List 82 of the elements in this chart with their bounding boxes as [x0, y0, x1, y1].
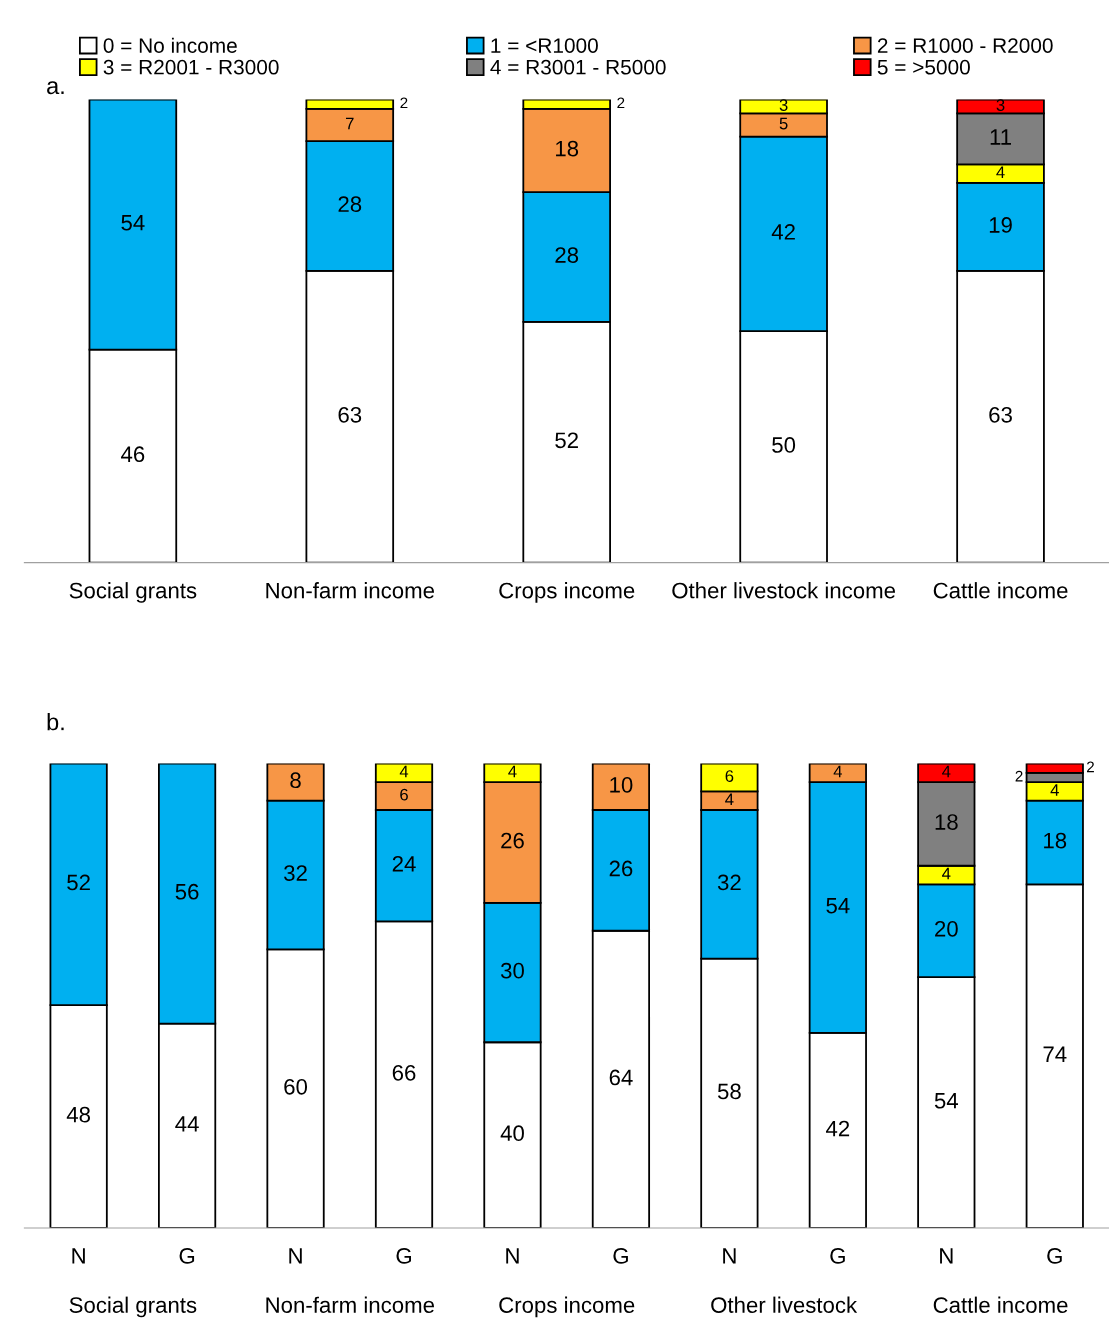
data-label: 28 [555, 247, 579, 263]
data-label: 6 [725, 770, 734, 782]
x-tick-label: N [72, 1248, 85, 1264]
data-label: 60 [284, 1078, 308, 1095]
data-label: 63 [989, 406, 1012, 423]
legend-label: 3 = R2001 - R3000 [103, 59, 279, 75]
data-label: 54 [826, 897, 850, 914]
data-label: 6 [400, 788, 408, 801]
data-label: 4 [942, 867, 951, 880]
data-label: 42 [771, 224, 795, 240]
data-label: 63 [338, 406, 362, 423]
data-label: 4 [1050, 784, 1059, 796]
x-tick-label: N [506, 1248, 519, 1264]
legend-label: 5 = >5000 [877, 59, 970, 75]
data-label: 18 [556, 140, 579, 157]
data-label: 11 [990, 129, 1011, 145]
data-label: 10 [610, 777, 633, 793]
chart-title: a. [47, 81, 64, 95]
data-label: 30 [500, 962, 524, 979]
data-label: 7 [346, 117, 354, 130]
x-tick-label: G [613, 1248, 628, 1264]
x-tick-label: G [830, 1248, 845, 1264]
data-label: 54 [121, 215, 145, 231]
data-label: 2 [617, 97, 625, 109]
text: Non-farm income [266, 1296, 435, 1313]
data-label: 4 [942, 765, 951, 778]
x-tick-label: N [723, 1248, 736, 1264]
data-label: 4 [508, 765, 517, 778]
data-label: 8 [290, 772, 301, 789]
data-label: 44 [175, 1116, 199, 1132]
legend-label: 4 = R3001 - R5000 [490, 59, 666, 75]
data-label: 56 [175, 883, 199, 900]
data-label: 46 [121, 446, 145, 463]
data-label: 40 [500, 1125, 524, 1142]
data-label: 18 [1044, 832, 1067, 849]
data-label: 52 [67, 874, 90, 891]
legend-label: 0 = No income [103, 37, 237, 53]
data-label: 26 [501, 832, 524, 849]
data-label: 20 [935, 920, 958, 937]
x-tick-label: G [396, 1248, 411, 1264]
data-label: 2 [1015, 770, 1023, 782]
x-tick-label: Other livestock income [672, 582, 896, 599]
data-label: 5 [779, 117, 788, 130]
data-label: 19 [989, 217, 1012, 233]
data-label: 66 [392, 1064, 416, 1081]
data-label: 4 [833, 765, 842, 778]
text: Social grants [69, 1296, 197, 1318]
data-label: 2 [400, 97, 408, 109]
data-label: 64 [609, 1069, 633, 1086]
x-tick-label: Social grants [69, 582, 197, 603]
data-label: 4 [725, 793, 734, 806]
data-label: 3 [996, 99, 1005, 111]
data-label: 32 [284, 865, 307, 881]
x-tick-label: G [1047, 1248, 1062, 1264]
data-label: 52 [555, 432, 578, 449]
legend-label: 2 = R1000 - R2000 [877, 38, 1053, 53]
data-label: 48 [66, 1106, 91, 1123]
text: Other livestock [711, 1296, 858, 1313]
data-label: 54 [934, 1093, 959, 1109]
data-label: 3 [779, 99, 788, 111]
data-label: 42 [826, 1120, 850, 1137]
text: Crops income [499, 1296, 635, 1318]
data-label: 74 [1043, 1046, 1067, 1062]
data-label: 2 [1086, 761, 1094, 773]
x-tick-label: N [940, 1248, 953, 1264]
data-label: 50 [772, 437, 796, 453]
data-label: 26 [609, 860, 633, 877]
x-tick-label: N [289, 1248, 302, 1264]
data-label: 18 [935, 814, 958, 830]
text: Cattle income [933, 1296, 1068, 1313]
data-label: 32 [717, 874, 741, 891]
x-tick-label: G [179, 1248, 195, 1264]
x-tick-label: Cattle income [933, 582, 1068, 599]
x-tick-label: Non-farm income [266, 582, 435, 599]
chart-title: b. [47, 713, 64, 731]
data-label: 4 [399, 765, 409, 778]
x-tick-label: Crops income [499, 582, 635, 603]
data-label: 28 [338, 196, 362, 213]
data-label: 24 [392, 855, 416, 872]
data-label: 4 [996, 166, 1005, 178]
data-label: 58 [717, 1083, 741, 1100]
legend-label: 1 = <R1000 [491, 38, 598, 53]
